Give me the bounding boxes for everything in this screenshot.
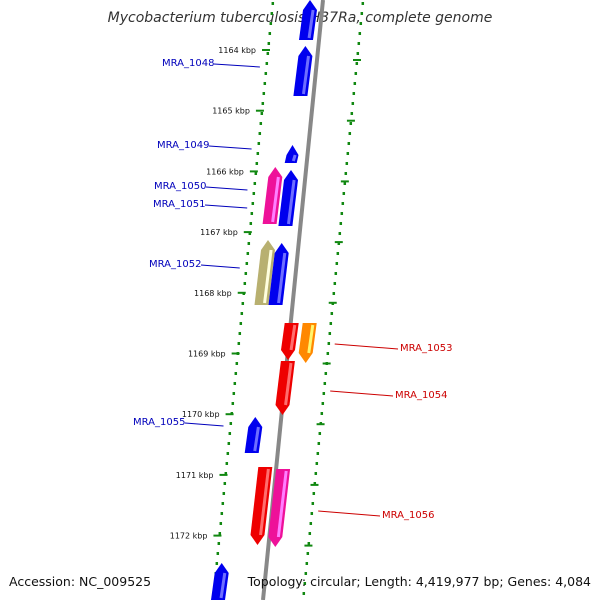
gene-label-leader [213,63,260,68]
gene-arrow-highlight [284,362,293,406]
genome-title: Mycobacterium tuberculosis H37Ra, comple… [107,10,493,26]
gene-label-leader [330,390,394,397]
gene-label-leader [184,422,224,427]
gene-features [211,0,317,600]
gene-label-leader [200,264,240,269]
gene-arrow-highlight [263,249,273,304]
tick-label: 1164 kbp [218,46,256,55]
tick-label: 1171 kbp [176,471,214,480]
gene-arrow-highlight [259,468,270,536]
gene-arrow-highlight [253,426,260,452]
tick-label: 1165 kbp [212,107,250,116]
gene-arrow-highlight [291,154,297,162]
gene-label: MRA_1051 [153,199,205,210]
gene-arrow [244,417,263,453]
gene-arrow-highlight [286,179,296,225]
gene-label: MRA_1056 [382,510,434,521]
gene-label-leader [208,145,252,150]
gene-labels: MRA_1048 MRA_1049 MRA_1050 MRA_1051 MRA_1052… [133,58,452,521]
tick-label: 1166 kbp [206,167,244,176]
tick-label: 1172 kbp [170,532,208,541]
accession-text: Accession: NC_009525 [9,574,152,589]
gene-arrow [211,563,229,600]
gene-arrow-highlight [271,176,280,223]
gene-arrow-highlight [219,572,227,599]
tick-label: 1168 kbp [194,289,232,298]
gene-arrow-highlight [307,9,315,39]
gene-arrow-highlight [307,324,315,354]
gene-arrow [298,323,317,363]
gene-arrow [281,323,299,360]
gene-arrow-highlight [289,324,297,351]
gene-arrow-highlight [301,55,310,95]
tick-label: 1167 kbp [200,228,238,237]
gene-arrow [299,0,317,40]
gene-label: MRA_1048 [162,58,214,69]
gene-arrow [284,145,299,163]
gene-label: MRA_1050 [154,181,206,192]
tick-label: 1170 kbp [182,410,220,419]
gene-arrow-highlight [277,252,287,304]
gene-label-leader [334,343,399,350]
gene-label: MRA_1054 [395,390,447,401]
ruler-ticks: 1164 kbp 1165 kbp 1166 kbp 1167 kbp 1168 kbp… [170,46,361,547]
gene-arrow [275,361,295,415]
gene-label: MRA_1052 [149,259,201,270]
gene-label: MRA_1053 [400,343,452,354]
topology-summary: Topology: circular; Length: 4,419,977 bp… [247,574,591,589]
gene-label: MRA_1049 [157,140,209,151]
gene-label-leader [204,204,248,209]
tick-label: 1169 kbp [188,350,226,359]
gene-label-leader [205,186,248,191]
gene-label: MRA_1055 [133,417,185,428]
ruler-dotted-lines [212,2,365,595]
gene-arrow-highlight [276,470,288,538]
gene-label-leader [318,510,381,517]
